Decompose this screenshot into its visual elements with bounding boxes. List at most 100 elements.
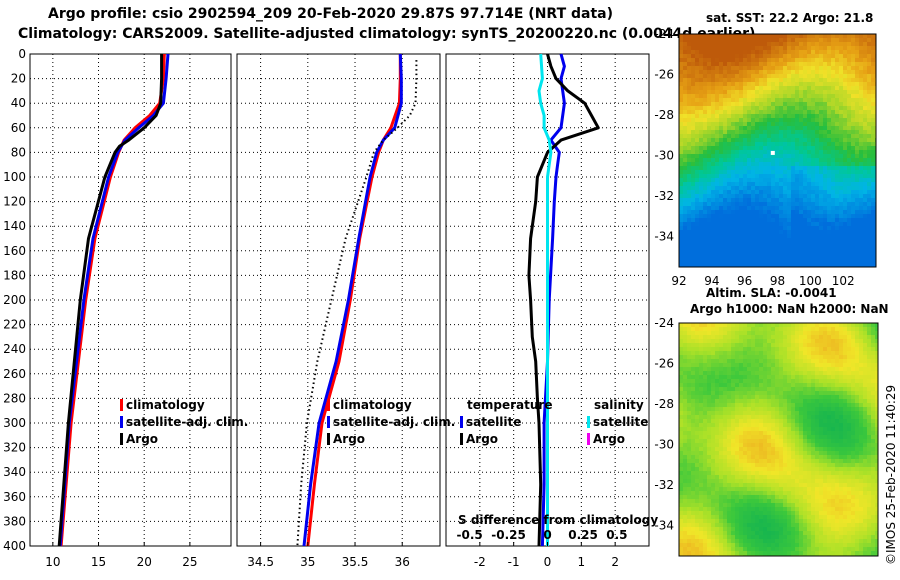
- sst-cell: [779, 198, 783, 202]
- sla-cell: [795, 347, 799, 351]
- sla-cell: [875, 383, 878, 387]
- sla-cell: [875, 455, 878, 459]
- sst-cell: [679, 54, 683, 58]
- sst-cell: [747, 162, 751, 166]
- sst-cell: [699, 230, 703, 234]
- sst-cell: [795, 202, 799, 206]
- sla-cell: [719, 459, 723, 463]
- sla-cell: [835, 463, 839, 467]
- sst-cell: [699, 174, 703, 178]
- sst-cell: [867, 158, 871, 162]
- sla-cell: [783, 411, 787, 415]
- sst-cell: [775, 138, 779, 142]
- sst-cell: [719, 230, 723, 234]
- sla-cell: [699, 339, 703, 343]
- sst-cell: [827, 82, 831, 86]
- diff-legend-temp-sat-swatch: [460, 416, 463, 428]
- sst-cell: [739, 198, 743, 202]
- sst-cell: [779, 46, 783, 50]
- sst-cell: [803, 186, 807, 190]
- sla-cell: [719, 367, 723, 371]
- sst-cell: [779, 262, 783, 266]
- sst-cell: [799, 226, 803, 230]
- sst-cell: [723, 202, 727, 206]
- sla-cell: [795, 359, 799, 363]
- sst-cell: [859, 62, 863, 66]
- sst-cell: [771, 102, 775, 106]
- sst-cell: [767, 66, 771, 70]
- sla-cell: [779, 371, 783, 375]
- sst-cell: [831, 126, 835, 130]
- sla-cell: [755, 331, 759, 335]
- sla-cell: [735, 455, 739, 459]
- sla-cell: [847, 371, 851, 375]
- sla-cell: [679, 331, 683, 335]
- sla-cell: [703, 439, 707, 443]
- sst-cell: [747, 94, 751, 98]
- sst-cell: [803, 258, 807, 262]
- sla-cell: [755, 327, 759, 331]
- sla-cell: [811, 383, 815, 387]
- sla-cell: [755, 387, 759, 391]
- sla-cell: [835, 399, 839, 403]
- sla-cell: [779, 399, 783, 403]
- sla-cell: [863, 459, 867, 463]
- sla-cell: [771, 323, 775, 327]
- sst-cell: [711, 222, 715, 226]
- sst-cell: [779, 42, 783, 46]
- sst-cell: [707, 86, 711, 90]
- sla-cell: [787, 375, 791, 379]
- sst-cell: [679, 226, 683, 230]
- sla-cell: [691, 379, 695, 383]
- sst-cell: [799, 234, 803, 238]
- sst-cell: [851, 46, 855, 50]
- sla-cell: [855, 351, 859, 355]
- sla-cell: [791, 455, 795, 459]
- sla-cell: [771, 467, 775, 471]
- sst-cell: [775, 234, 779, 238]
- sla-cell: [759, 439, 763, 443]
- sst-cell: [843, 134, 847, 138]
- sst-cell: [715, 138, 719, 142]
- sst-cell: [691, 114, 695, 118]
- sla-cell: [835, 367, 839, 371]
- sla-cell: [823, 419, 827, 423]
- sla-cell: [699, 327, 703, 331]
- sla-cell: [691, 383, 695, 387]
- sst-cell: [843, 194, 847, 198]
- sla-cell: [835, 455, 839, 459]
- sst-cell: [871, 122, 875, 126]
- sla-cell: [703, 327, 707, 331]
- sst-cell: [823, 134, 827, 138]
- sla-cell: [775, 375, 779, 379]
- sst-cell: [771, 186, 775, 190]
- sst-cell: [683, 258, 687, 262]
- sst-cell: [863, 186, 867, 190]
- sst-cell: [711, 214, 715, 218]
- sst-cell: [795, 258, 799, 262]
- sla-cell: [759, 343, 763, 347]
- sst-cell: [735, 222, 739, 226]
- sst-cell: [683, 130, 687, 134]
- sst-cell: [743, 258, 747, 262]
- sla-cell: [867, 343, 871, 347]
- sst-cell: [795, 222, 799, 226]
- sst-cell: [779, 94, 783, 98]
- sla-cell: [747, 351, 751, 355]
- sst-cell: [831, 178, 835, 182]
- sla-cell: [779, 431, 783, 435]
- sst-cell: [871, 46, 875, 50]
- sst-cell: [679, 74, 683, 78]
- sla-cell: [815, 355, 819, 359]
- sla-cell: [843, 351, 847, 355]
- sst-cell: [855, 134, 859, 138]
- sst-cell: [827, 90, 831, 94]
- sla-cell: [683, 331, 687, 335]
- sla-cell: [719, 379, 723, 383]
- sst-cell: [683, 210, 687, 214]
- sst-cell: [871, 190, 875, 194]
- sst-cell: [715, 114, 719, 118]
- sst-cell: [695, 78, 699, 82]
- sla-cell: [679, 335, 683, 339]
- sst-cell: [835, 34, 839, 38]
